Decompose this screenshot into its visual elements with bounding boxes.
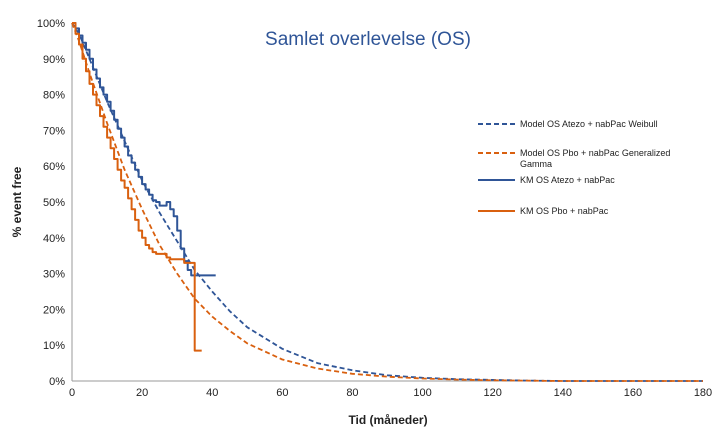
x-tick-label: 20 <box>136 387 148 399</box>
legend: Model OS Atezo + nabPac Weibull Model OS … <box>478 119 670 216</box>
x-tick-label: 80 <box>346 387 358 399</box>
x-tick-label: 140 <box>554 387 572 399</box>
series-line-4 <box>72 22 202 352</box>
x-axis-title: Tid (måneder) <box>348 413 427 427</box>
y-tick-label: 90% <box>43 54 65 66</box>
legend-label: Gamma <box>520 159 552 169</box>
legend-label: KM OS Atezo + nabPac <box>520 175 615 185</box>
y-tick-label: 40% <box>43 233 65 245</box>
legend-label: Model OS Atezo + nabPac Weibull <box>520 119 658 129</box>
series-layer <box>71 22 703 382</box>
series-line-3 <box>72 22 216 277</box>
series-line-2 <box>71 22 703 382</box>
y-tick-label: 70% <box>43 125 65 137</box>
x-tick-label: 0 <box>69 387 75 399</box>
x-tick-label: 120 <box>483 387 501 399</box>
y-tick-label: 100% <box>37 18 65 30</box>
x-tick-label: 60 <box>276 387 288 399</box>
x-tick-label: 40 <box>206 387 218 399</box>
y-tick-labels: 0% 10% 20% 30% 40% 50% 60% 70% 80% 90% 100% <box>37 18 65 388</box>
chart-title: Samlet overlevelse (OS) <box>265 29 471 50</box>
x-tick-label: 180 <box>694 387 712 399</box>
y-tick-label: 80% <box>43 90 65 102</box>
x-tick-label: 100 <box>413 387 431 399</box>
legend-label: KM OS Pbo + nabPac <box>520 206 609 216</box>
y-tick-label: 20% <box>43 304 65 316</box>
y-tick-label: 30% <box>43 269 65 281</box>
legend-label: Model OS Pbo + nabPac Generalized <box>520 148 670 158</box>
y-tick-label: 60% <box>43 161 65 173</box>
y-tick-label: 0% <box>49 376 65 388</box>
y-tick-label: 10% <box>43 340 65 352</box>
x-tick-labels: 0 20 40 60 80 100 120 140 160 180 <box>69 387 712 399</box>
y-axis-title: % event free <box>10 166 24 237</box>
x-tick-label: 160 <box>624 387 642 399</box>
y-tick-label: 50% <box>43 197 65 209</box>
